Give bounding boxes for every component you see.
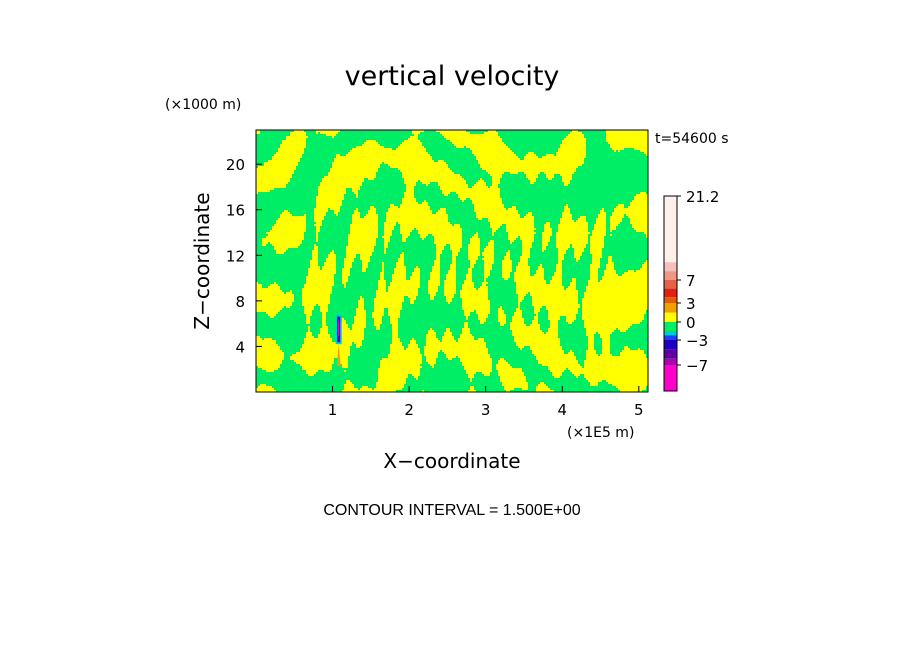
colorbar-frame (663, 195, 678, 392)
x-axis-label: X−coordinate (383, 449, 520, 473)
colorbar-label: 7 (686, 272, 696, 290)
colorbar-label: 0 (686, 314, 696, 332)
colorbar-label: −7 (686, 357, 708, 375)
x-unit-label: (×1E5 m) (567, 425, 634, 441)
updraft-center (338, 320, 340, 337)
colorbar-label: −3 (686, 332, 708, 350)
contour-plot-area (255, 129, 649, 393)
colorbar-band (664, 358, 677, 365)
colorbar-band (664, 280, 677, 289)
x-tick-label: 1 (328, 401, 338, 419)
chart-title: vertical velocity (345, 61, 560, 92)
y-tick-label: 20 (226, 156, 245, 174)
y-tick-label: 8 (235, 293, 245, 311)
colorbar-band (664, 288, 677, 298)
colorbar-band (664, 312, 677, 322)
colorbar-band (664, 297, 677, 303)
colorbar-band (664, 322, 677, 331)
y-tick-label: 4 (235, 338, 245, 356)
plot-frame (255, 129, 649, 393)
y-tick-label: 12 (226, 247, 245, 265)
x-axis-ticks: 1 2 3 4 5 (328, 386, 644, 419)
y-unit-label: (×1000 m) (165, 97, 241, 113)
y-tick-label: 16 (226, 202, 245, 220)
updraft-base (336, 344, 341, 367)
colorbar-band (664, 196, 677, 263)
colorbar-band (664, 303, 677, 313)
x-tick-label: 5 (634, 401, 644, 419)
colorbar-band (664, 331, 677, 336)
velocity-contour-fill (256, 130, 648, 392)
colorbar-band (664, 335, 677, 340)
colorbar-band (664, 262, 677, 272)
time-label: t=54600 s (655, 131, 729, 147)
colorbar-band (664, 349, 677, 359)
y-axis-label: Z−coordinate (190, 192, 214, 329)
y-axis-ticks: 4 8 12 16 20 (226, 156, 262, 356)
colorbar-band (664, 340, 677, 350)
colorbar-label: 3 (686, 295, 696, 313)
x-tick-label: 2 (404, 401, 414, 419)
x-tick-label: 4 (557, 401, 567, 419)
colorbar-band (664, 271, 677, 280)
velocity-field (256, 130, 648, 392)
colorbar: 21.2 7 30−3 −7 (663, 188, 719, 392)
x-tick-label: 3 (481, 401, 491, 419)
colorbar-label: 21.2 (686, 188, 719, 206)
contour-interval-note: CONTOUR INTERVAL = 1.500E+00 (323, 502, 580, 519)
colorbar-band (664, 365, 677, 391)
